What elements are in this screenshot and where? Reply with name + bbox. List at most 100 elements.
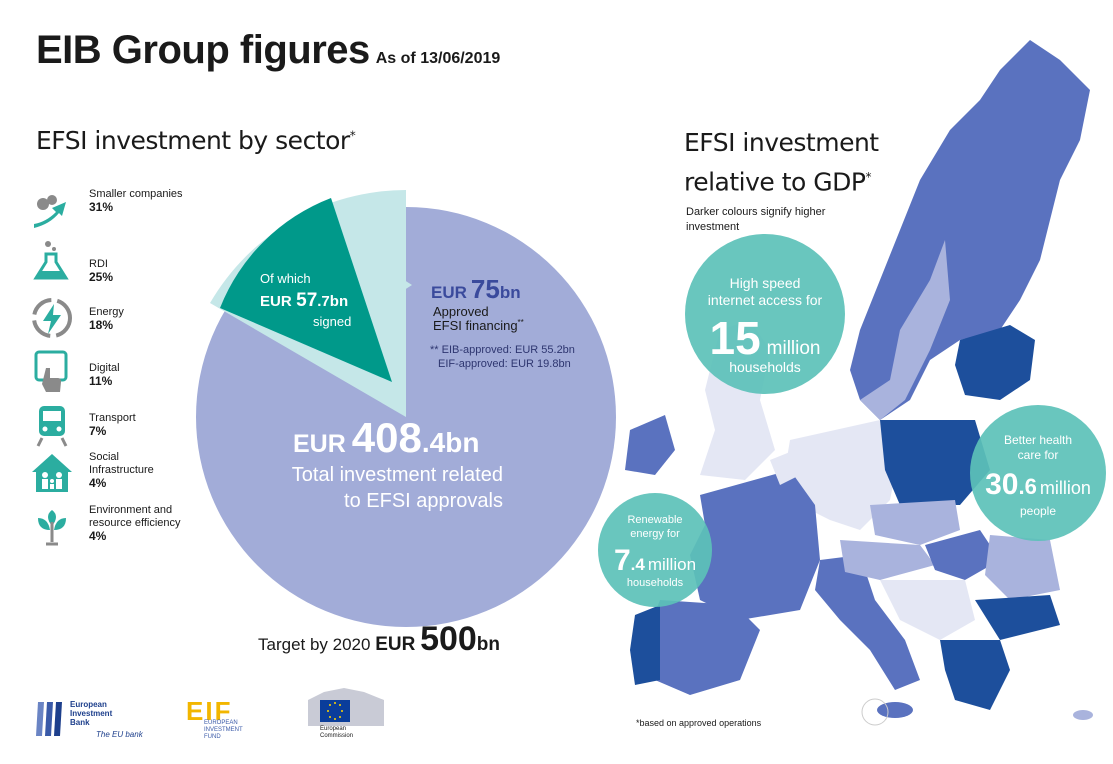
gdp-title-asterisk: *: [865, 170, 872, 184]
as-of-date: As of 13/06/2019: [375, 50, 501, 67]
map-spain: [645, 600, 760, 695]
map-czech-slovakia: [870, 500, 960, 545]
eif-mark: EIF: [186, 696, 233, 726]
approved-value: 75: [471, 274, 500, 304]
page-title: EIB Group figures As of 13/06/2019: [36, 28, 500, 73]
sector-heading: EFSI investment by sector*: [36, 126, 356, 155]
sector-percent: 4%: [89, 529, 107, 543]
bubble-energy-line3: households: [627, 577, 684, 589]
map-romania: [985, 535, 1060, 600]
sector-label: Energy: [89, 306, 124, 318]
bubble-health-line1: Better health: [1004, 433, 1072, 447]
map-bulgaria: [975, 595, 1060, 640]
ec-logo: European Commission: [304, 686, 388, 742]
bubble-health-line3: people: [1020, 504, 1056, 518]
total-value-int: 408: [352, 414, 422, 461]
bubble-internet-line2: internet access for: [708, 292, 823, 308]
target-unit: bn: [476, 634, 501, 655]
approved-label-1: Approved: [433, 304, 489, 319]
approved-label-2-text: EFSI financing: [433, 318, 518, 333]
bubble-energy-decimal: .4: [631, 555, 646, 574]
map-benelux: [770, 450, 800, 485]
target-eur: EUR: [375, 634, 416, 655]
map-malta-ring: [861, 698, 889, 726]
total-value-dec: .4bn: [422, 427, 480, 458]
sector-label: Digital: [89, 362, 120, 374]
sector-percent: 11%: [89, 374, 113, 388]
eif-line-3: FUND: [204, 734, 221, 740]
eib-logo: European Investment Bank The EU bank: [36, 700, 166, 746]
bubble-internet-unit: million: [767, 338, 821, 359]
map-austria: [840, 540, 935, 580]
touchscreen-icon: [34, 350, 68, 392]
house-family-icon: [32, 454, 72, 492]
map-sweden-south: [860, 240, 950, 420]
signed-wedge: [220, 198, 392, 382]
sector-label: Social Infrastructure: [89, 451, 154, 476]
eib-tagline: The EU bank: [96, 730, 143, 739]
eif-line-2: INVESTMENT: [204, 727, 243, 733]
sector-item-energy: Energy 18%: [30, 296, 220, 344]
europe-map: [625, 40, 1093, 726]
bubble-internet: [685, 234, 845, 394]
map-greece: [940, 640, 1010, 710]
bubble-energy-value: 7.4 million: [614, 544, 696, 577]
sector-label: RDI: [89, 258, 108, 270]
gdp-title: EFSI investment relative to GDP*: [684, 126, 884, 199]
bubble-energy: [598, 493, 712, 607]
sector-percent: 31%: [89, 200, 114, 214]
bubble-internet-number: 15: [709, 312, 760, 364]
sector-percent: 4%: [89, 476, 107, 490]
map-ireland: [625, 415, 675, 475]
tree-icon: [38, 510, 66, 546]
bubble-health-unit: million: [1040, 478, 1091, 498]
sector-heading-text: EFSI investment by sector: [36, 126, 350, 155]
map-france: [690, 470, 820, 620]
signed-of-which: Of which: [260, 271, 311, 286]
map-balkans: [880, 580, 975, 640]
approved-pointer: [401, 278, 412, 292]
signed-label: signed: [313, 314, 351, 329]
title-text: EIB Group figures: [36, 28, 370, 72]
map-poland: [880, 420, 990, 505]
approved-asterisks: **: [518, 318, 524, 327]
approved-eur: EUR: [431, 283, 467, 302]
approved-label-2: EFSI financing**: [433, 318, 524, 333]
bubble-internet-line3: households: [729, 359, 801, 375]
sector-label: Environment and resource efficiency: [89, 504, 181, 529]
gdp-subtitle: Darker colours signify higher investment: [686, 206, 826, 233]
bubble-health: [970, 405, 1106, 541]
bubble-internet-line1: High speed: [730, 275, 801, 291]
eib-line-2: Investment: [70, 709, 113, 718]
sector-heading-asterisk: *: [349, 128, 356, 143]
signed-value-int: 57: [296, 290, 317, 311]
bubble-health-value: 30.6 million: [985, 468, 1091, 501]
map-portugal: [630, 605, 660, 685]
map-germany: [785, 420, 900, 530]
sector-label: Transport: [89, 412, 136, 424]
flask-icon: [33, 241, 69, 280]
signed-amount: EUR 57.7bn: [260, 290, 348, 311]
ec-line-1: European: [320, 726, 347, 732]
sector-item-environment: Environment and resource efficiency 4%: [30, 502, 220, 550]
bubble-health-decimal: .6: [1019, 474, 1037, 499]
total-label-2: to EFSI approvals: [344, 490, 503, 512]
ec-building-icon: [308, 688, 384, 726]
bubble-energy-line1: Renewable: [627, 514, 682, 526]
lightning-icon: [32, 298, 72, 338]
map-baltics: [955, 325, 1035, 400]
footnote: *based on approved operations: [636, 718, 762, 728]
eib-line-3: Bank: [70, 718, 90, 727]
sector-item-rdi: RDI 25%: [30, 238, 220, 286]
growth-arrow-icon: [34, 195, 66, 228]
eib-mark-icon: [36, 702, 62, 736]
bubble-energy-number: 7: [614, 544, 631, 577]
eif-line-1: EUROPEAN: [204, 720, 238, 726]
sector-item-smaller-companies: Smaller companies 31%: [30, 188, 220, 236]
sector-item-digital: Digital 11%: [30, 350, 220, 398]
eif-logo: EIF EUROPEAN INVESTMENT FUND: [186, 696, 266, 742]
sector-percent: 25%: [89, 270, 114, 284]
total-amount: EUR 408.4bn: [293, 414, 479, 461]
map-cyprus: [1073, 710, 1093, 720]
